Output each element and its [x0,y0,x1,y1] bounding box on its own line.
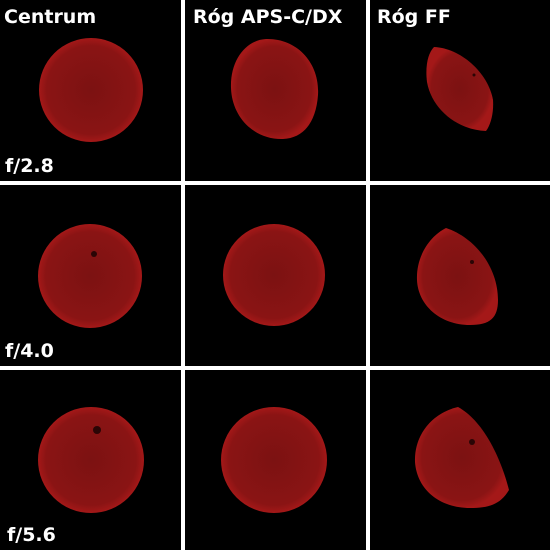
bokeh-discs [38,38,509,513]
column-header: Róg APS-C/DX [193,6,343,28]
bokeh-disc [223,224,325,326]
bokeh-disc [426,47,494,131]
row-label: f/4.0 [5,340,54,362]
bokeh-disc [230,38,319,140]
column-header: Róg FF [377,6,451,28]
bokeh-disc [38,407,144,513]
row-label: f/5.6 [7,524,56,546]
bokeh-disc [221,407,327,513]
bokeh-disc [39,38,143,142]
bokeh-disc [414,407,509,508]
dust-spots [91,73,476,445]
column-header: Centrum [4,6,96,28]
row-label: f/2.8 [5,155,54,177]
bokeh-disc [38,224,142,328]
bokeh-disc [416,228,498,325]
